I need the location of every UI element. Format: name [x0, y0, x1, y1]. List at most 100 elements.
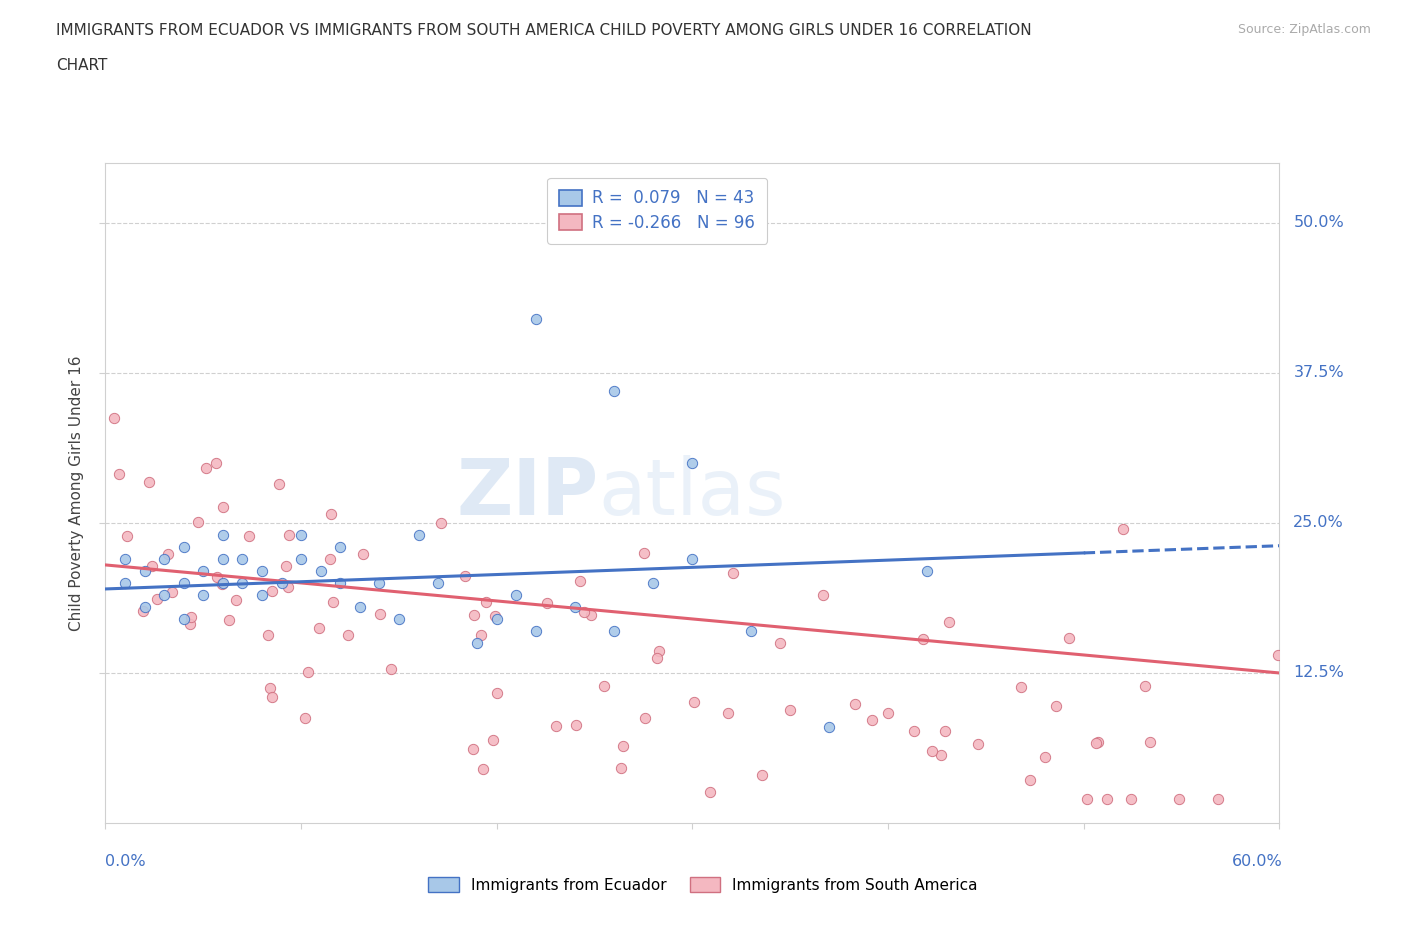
Point	[1267, 647, 1289, 662]
Point	[368, 606, 391, 621]
Point	[138, 474, 160, 489]
Point	[308, 620, 330, 635]
Point	[250, 588, 273, 603]
Point	[1167, 791, 1189, 806]
Point	[153, 588, 176, 603]
Point	[218, 612, 240, 627]
Point	[931, 748, 953, 763]
Point	[681, 551, 703, 566]
Point	[465, 635, 488, 650]
Point	[844, 697, 866, 711]
Point	[117, 529, 139, 544]
Point	[349, 600, 371, 615]
Point	[779, 703, 801, 718]
Point	[633, 545, 655, 560]
Point	[277, 579, 299, 594]
Point	[173, 576, 195, 591]
Point	[322, 595, 344, 610]
Point	[430, 515, 453, 530]
Text: IMMIGRANTS FROM ECUADOR VS IMMIGRANTS FROM SOUTH AMERICA CHILD POVERTY AMONG GIR: IMMIGRANTS FROM ECUADOR VS IMMIGRANTS FR…	[56, 23, 1032, 38]
Point	[297, 665, 319, 680]
Point	[336, 628, 359, 643]
Point	[682, 695, 704, 710]
Point	[603, 623, 626, 638]
Point	[380, 661, 402, 676]
Point	[250, 564, 273, 578]
Point	[179, 617, 201, 631]
Point	[145, 591, 167, 606]
Text: 12.5%: 12.5%	[1294, 666, 1344, 681]
Point	[1294, 791, 1316, 806]
Text: 37.5%: 37.5%	[1294, 365, 1344, 380]
Point	[1010, 680, 1032, 695]
Point	[187, 515, 209, 530]
Point	[309, 564, 332, 578]
Point	[114, 551, 136, 566]
Point	[207, 570, 229, 585]
Legend: R =  0.079   N = 43, R = -0.266   N = 96: R = 0.079 N = 43, R = -0.266 N = 96	[547, 178, 768, 244]
Point	[290, 551, 312, 566]
Point	[818, 720, 841, 735]
Point	[132, 604, 155, 618]
Point	[108, 467, 131, 482]
Point	[290, 527, 312, 542]
Point	[524, 312, 547, 326]
Point	[211, 551, 233, 566]
Point	[903, 724, 925, 738]
Point	[482, 733, 505, 748]
Point	[470, 628, 492, 643]
Point	[352, 546, 374, 561]
Point	[934, 724, 956, 738]
Point	[225, 593, 247, 608]
Point	[408, 527, 430, 542]
Point	[912, 631, 935, 646]
Text: 50.0%: 50.0%	[1294, 215, 1344, 231]
Point	[211, 577, 233, 591]
Point	[134, 600, 156, 615]
Point	[238, 529, 260, 544]
Point	[536, 595, 558, 610]
Point	[572, 604, 595, 619]
Point	[643, 576, 665, 591]
Point	[193, 588, 215, 603]
Point	[427, 576, 450, 591]
Point	[860, 712, 883, 727]
Point	[134, 564, 156, 578]
Text: 25.0%: 25.0%	[1294, 515, 1344, 530]
Point	[212, 499, 235, 514]
Point	[388, 612, 411, 627]
Point	[194, 461, 217, 476]
Point	[453, 569, 475, 584]
Point	[1121, 791, 1143, 806]
Point	[740, 623, 762, 638]
Point	[329, 539, 352, 554]
Point	[141, 559, 163, 574]
Point	[485, 612, 508, 627]
Point	[634, 711, 657, 725]
Point	[160, 584, 183, 599]
Text: 0.0%: 0.0%	[105, 854, 146, 869]
Point	[278, 527, 301, 542]
Text: 60.0%: 60.0%	[1232, 854, 1282, 869]
Y-axis label: Child Poverty Among Girls Under 16: Child Poverty Among Girls Under 16	[69, 355, 84, 631]
Point	[153, 551, 176, 566]
Point	[262, 583, 284, 598]
Point	[647, 644, 669, 658]
Point	[1097, 791, 1119, 806]
Point	[103, 411, 125, 426]
Point	[1208, 791, 1230, 806]
Point	[472, 762, 495, 777]
Text: Source: ZipAtlas.com: Source: ZipAtlas.com	[1237, 23, 1371, 36]
Point	[505, 588, 527, 603]
Point	[593, 679, 616, 694]
Point	[524, 623, 547, 638]
Point	[612, 738, 634, 753]
Point	[231, 551, 253, 566]
Point	[1057, 631, 1080, 646]
Point	[274, 559, 297, 574]
Point	[1087, 735, 1109, 750]
Point	[681, 456, 703, 471]
Point	[579, 607, 602, 622]
Text: ZIP: ZIP	[457, 455, 599, 531]
Point	[610, 761, 633, 776]
